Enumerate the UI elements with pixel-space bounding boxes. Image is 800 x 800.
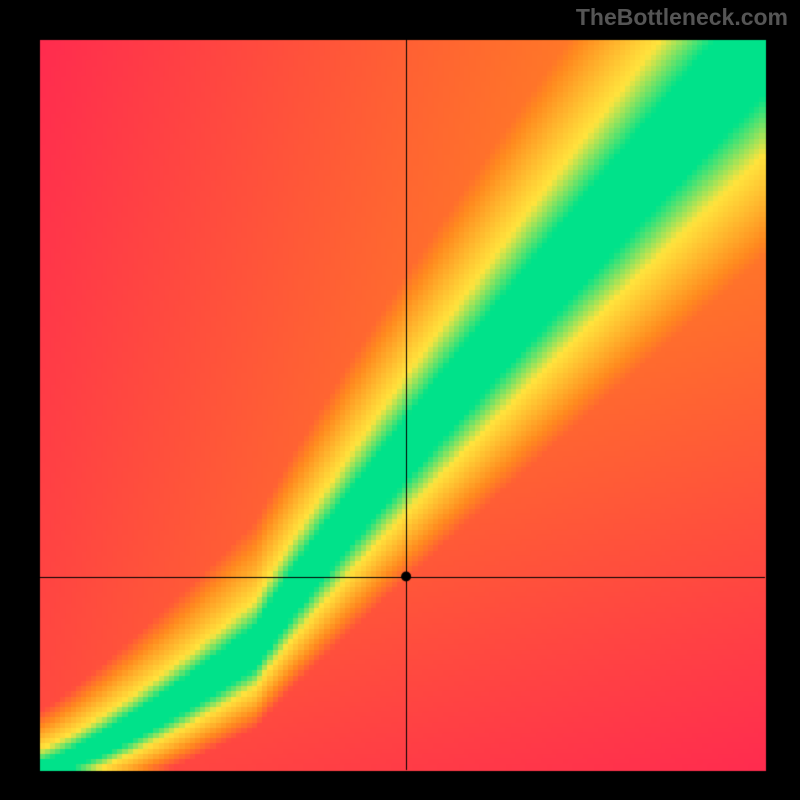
bottleneck-heatmap — [0, 0, 800, 800]
chart-container: { "meta": { "watermark_text": "TheBottle… — [0, 0, 800, 800]
watermark-text: TheBottleneck.com — [576, 4, 788, 31]
